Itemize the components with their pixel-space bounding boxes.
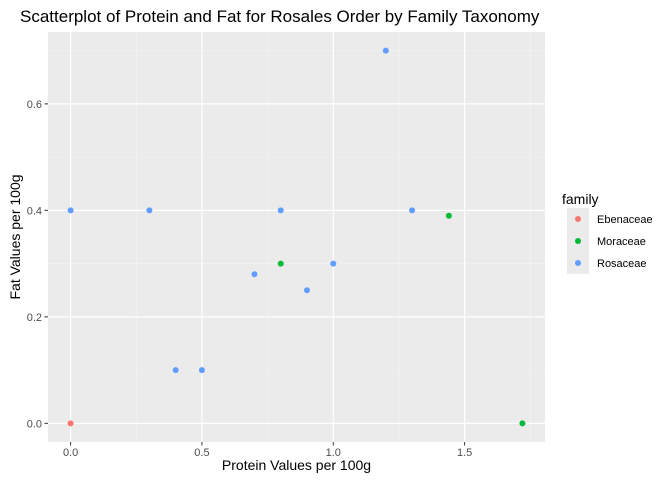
- data-point: [198, 367, 205, 374]
- y-tick-label: 0.2: [27, 312, 42, 324]
- chart-title: Scatterplot of Protein and Fat for Rosal…: [20, 7, 540, 26]
- data-point: [519, 420, 526, 427]
- x-tick-label: 0.0: [63, 447, 78, 459]
- legend-key-point: [575, 260, 581, 266]
- x-tick-label: 1.0: [326, 447, 341, 459]
- y-tick-label: 0.0: [27, 418, 42, 430]
- legend-label: Moraceae: [597, 236, 646, 248]
- y-tick-label: 0.4: [27, 205, 42, 217]
- data-point: [67, 207, 74, 214]
- legend-key-point: [575, 238, 581, 244]
- data-point: [146, 207, 153, 214]
- x-tick-label: 1.5: [457, 447, 472, 459]
- legend-title: family: [562, 191, 599, 207]
- legend: family Ebenaceae Moraceae Rosaceae: [562, 191, 653, 274]
- data-point: [382, 47, 389, 54]
- y-axis-ticks: 0.0 0.2 0.4 0.6: [27, 99, 48, 430]
- legend-label: Rosaceae: [597, 258, 647, 270]
- minor-gridlines: [48, 32, 545, 442]
- data-point: [251, 271, 258, 278]
- y-axis-title: Fat Values per 100g: [7, 174, 23, 299]
- data-point: [67, 420, 74, 427]
- legend-label: Ebenaceae: [597, 214, 653, 226]
- data-points: [67, 47, 526, 427]
- y-tick-label: 0.6: [27, 99, 42, 111]
- legend-key-point: [575, 216, 581, 222]
- major-gridlines: [48, 32, 545, 442]
- data-point: [409, 207, 416, 214]
- x-axis-ticks: 0.0 0.5 1.0 1.5: [63, 442, 472, 459]
- x-axis-title: Protein Values per 100g: [222, 457, 371, 473]
- data-point: [330, 260, 337, 267]
- plot-panel: [48, 32, 545, 442]
- data-point: [172, 367, 179, 374]
- x-tick-label: 0.5: [194, 447, 209, 459]
- data-point: [277, 207, 284, 214]
- data-point: [277, 260, 284, 267]
- data-point: [304, 287, 311, 294]
- data-point: [445, 212, 452, 219]
